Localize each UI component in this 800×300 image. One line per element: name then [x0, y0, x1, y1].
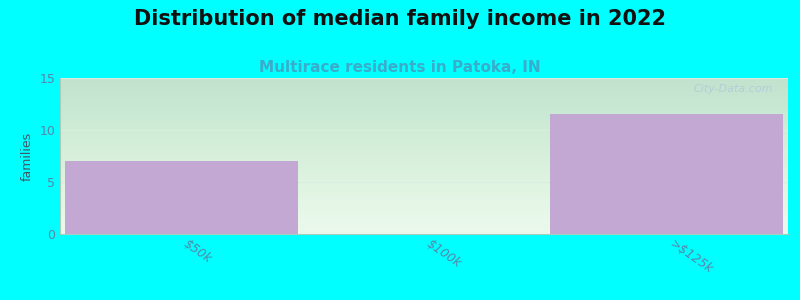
- Y-axis label: families: families: [21, 131, 34, 181]
- Text: Multirace residents in Patoka, IN: Multirace residents in Patoka, IN: [259, 60, 541, 75]
- Text: Distribution of median family income in 2022: Distribution of median family income in …: [134, 9, 666, 29]
- Bar: [65, 161, 298, 234]
- Text: City-Data.com: City-Data.com: [694, 84, 774, 94]
- Bar: [550, 114, 783, 234]
